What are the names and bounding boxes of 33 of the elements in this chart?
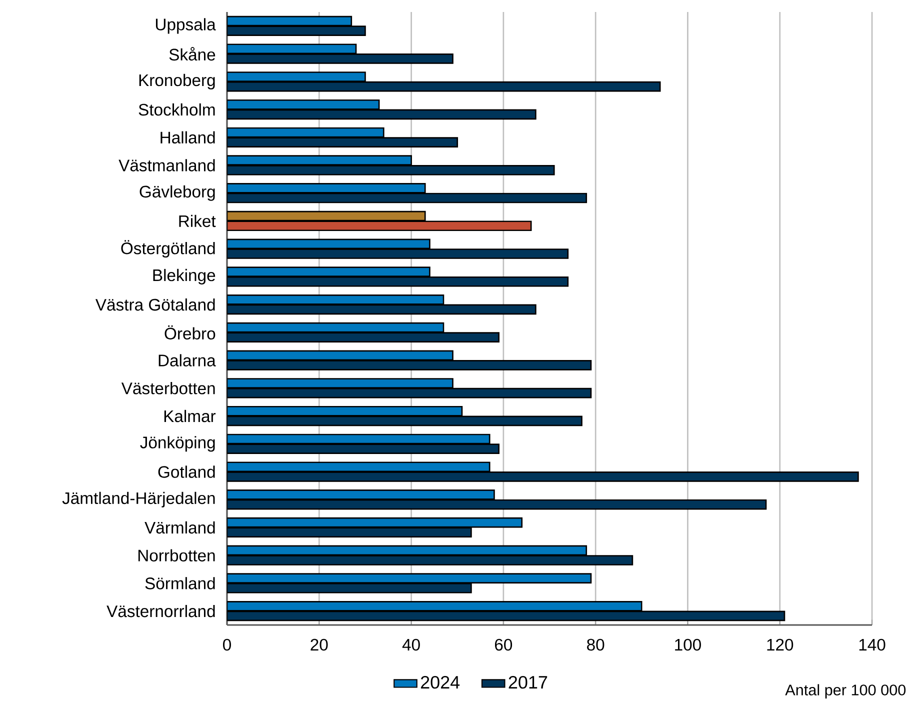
x-tick-label: 0 [223, 638, 231, 651]
legend-label: 2017 [508, 676, 548, 689]
y-tick-label: Västmanland [118, 159, 215, 172]
y-tick-label: Stockholm [138, 103, 215, 116]
y-tick-label: Skåne [169, 46, 216, 61]
y-tick-label: Dalarna [158, 354, 216, 366]
x-tick-label: 120 [767, 638, 794, 651]
y-tick-label: Uppsala [156, 18, 216, 34]
x-tick-label: 60 [495, 638, 512, 651]
y-tick-label: Halland [160, 131, 215, 144]
x-tick-label: 20 [310, 638, 328, 651]
y-tick-label: Östergötland [121, 240, 215, 258]
x-tick-label: 40 [402, 638, 420, 651]
y-tick-label: Västernorrland [106, 604, 215, 618]
y-tick-label: Blekinge [153, 268, 216, 284]
y-tick-label: Norrbotten [138, 549, 215, 562]
x-tick-label: 100 [675, 638, 701, 651]
y-tick-label: Värmland [144, 521, 215, 534]
y-tick-label: Gotland [158, 466, 215, 478]
y-tick-label: Kalmar [164, 410, 216, 422]
y-tick-label: Sörmland [145, 577, 215, 590]
y-tick-label: Jämtland-Härjedalen [62, 492, 215, 508]
x-tick-label: 140 [859, 638, 886, 651]
x-axis-title: Antal per 100 000 [785, 684, 906, 698]
y-tick-label: Kronoberg [139, 74, 215, 90]
y-tick-label: Örebro [164, 325, 216, 340]
x-tick-label: 80 [587, 638, 604, 651]
legend-label: 2024 [420, 676, 460, 689]
y-tick-label: Riket [179, 214, 216, 228]
y-tick-label: Gävleborg [140, 185, 215, 201]
y-tick-label: Västra Götaland [95, 298, 215, 311]
y-tick-label: Jönköping [140, 436, 215, 452]
y-tick-label: Västerbotten [121, 382, 215, 394]
